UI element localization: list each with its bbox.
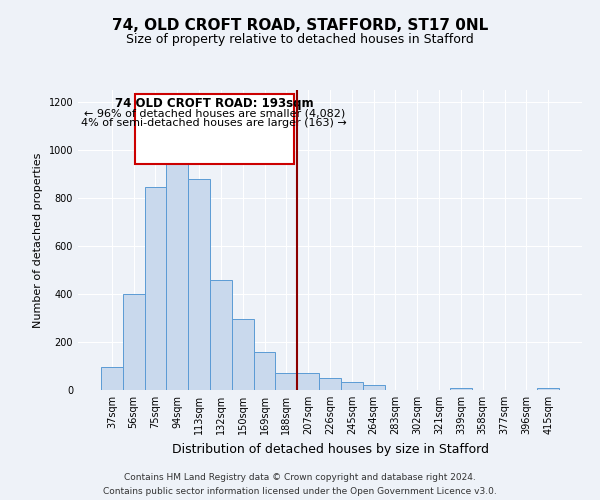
- Text: Size of property relative to detached houses in Stafford: Size of property relative to detached ho…: [126, 32, 474, 46]
- Text: 4% of semi-detached houses are larger (163) →: 4% of semi-detached houses are larger (1…: [82, 118, 347, 128]
- Bar: [166, 158, 188, 390]
- Bar: [188, 179, 210, 390]
- Bar: [537, 388, 559, 390]
- Text: Contains HM Land Registry data © Crown copyright and database right 2024.: Contains HM Land Registry data © Crown c…: [124, 473, 476, 482]
- Bar: [363, 385, 385, 390]
- Bar: [341, 382, 363, 390]
- X-axis label: Distribution of detached houses by size in Stafford: Distribution of detached houses by size …: [172, 442, 488, 456]
- Bar: [297, 372, 319, 390]
- Text: 74 OLD CROFT ROAD: 193sqm: 74 OLD CROFT ROAD: 193sqm: [115, 97, 314, 110]
- Y-axis label: Number of detached properties: Number of detached properties: [33, 152, 43, 328]
- Bar: [232, 319, 254, 390]
- Text: 74, OLD CROFT ROAD, STAFFORD, ST17 0NL: 74, OLD CROFT ROAD, STAFFORD, ST17 0NL: [112, 18, 488, 32]
- Bar: [123, 294, 145, 390]
- Bar: [254, 352, 275, 390]
- Bar: [210, 280, 232, 390]
- Bar: [275, 372, 297, 390]
- Bar: [450, 388, 472, 390]
- Bar: [145, 187, 166, 390]
- FancyBboxPatch shape: [135, 94, 294, 164]
- Bar: [319, 378, 341, 390]
- Text: ← 96% of detached houses are smaller (4,082): ← 96% of detached houses are smaller (4,…: [84, 108, 345, 118]
- Text: Contains public sector information licensed under the Open Government Licence v3: Contains public sector information licen…: [103, 486, 497, 496]
- Bar: [101, 367, 123, 390]
